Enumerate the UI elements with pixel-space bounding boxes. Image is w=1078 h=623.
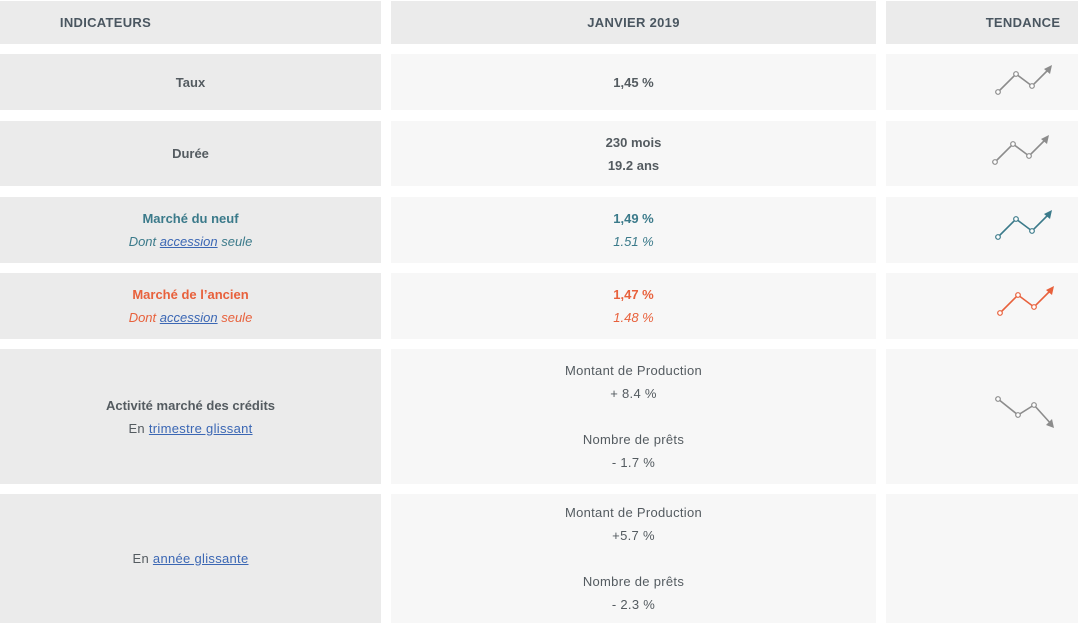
row-ancien-value-cell: 1,47 % 1.48 % [391,273,876,339]
trend-up-icon [995,65,1052,95]
header-period-label: JANVIER 2019 [587,15,680,30]
row-annee-label-cell: En année glissante [0,494,381,623]
row-neuf-value-cell: 1,49 % 1.51 % [391,197,876,263]
row-ancien-sub-value: 1.48 % [613,310,654,325]
row-taux-value-cell: 1,45 % [391,54,876,110]
row-ancien-label: Marché de l’ancien [132,287,249,302]
row-activite-prod-value: + 8.4 % [610,386,657,401]
row-activite-label: Activité marché des crédits [105,397,276,413]
row-neuf-label: Marché du neuf [142,211,239,226]
row-annee-sub-prefix: En [132,551,149,566]
row-duree-trend-cell [886,121,1078,186]
row-annee-prod-label: Montant de Production [564,505,703,520]
row-duree-label: Durée [172,146,209,161]
row-taux-value: 1,45 % [613,74,654,90]
row-taux-label: Taux [175,74,206,90]
annee-glissante-link[interactable]: année glissante [152,551,249,566]
row-duree-value-cell: 230 mois 19.2 ans [391,121,876,186]
header-trend-label: TENDANCE [985,15,1061,30]
row-annee-trend-cell [886,494,1078,623]
row-neuf-sub-prefix: Dont [128,234,157,249]
row-taux-label-cell: Taux [0,54,381,110]
row-taux-trend-cell [886,54,1078,110]
row-ancien-label-cell: Marché de l’ancien Dont accession seule [0,273,381,339]
row-duree-label-cell: Durée [0,121,381,186]
row-activite-prets-label: Nombre de prêts [582,432,685,447]
trend-up-icon [992,135,1049,165]
row-duree-value-months: 230 mois [605,134,662,150]
trend-down-icon [995,396,1054,428]
row-neuf-label-cell: Marché du neuf Dont accession seule [0,197,381,263]
row-ancien-sub-prefix: Dont [128,310,157,325]
row-activite-prod-label: Montant de Production [564,363,703,378]
row-neuf-trend-cell [886,197,1078,263]
row-activite-label-cell: Activité marché des crédits En trimestre… [0,349,381,484]
accession-link[interactable]: accession [159,234,218,249]
row-activite-trend-cell [886,349,1078,484]
header-indicators-label: INDICATEURS [59,15,152,30]
row-duree-value-years: 19.2 ans [607,157,660,173]
row-activite-sub-prefix: En [128,420,145,436]
row-activite-prets-value: - 1.7 % [611,455,656,470]
row-neuf-sub-value: 1.51 % [613,234,654,249]
row-neuf-value: 1,49 % [613,211,654,226]
trimestre-glissant-link[interactable]: trimestre glissant [148,420,253,436]
row-ancien-sub-suffix: seule [221,310,253,325]
row-annee-sublabel: En année glissante [132,547,248,570]
header-trend: TENDANCE [886,1,1078,44]
row-activite-sublabel: En trimestre glissant [128,417,252,440]
row-ancien-trend-cell [886,273,1078,339]
row-ancien-value: 1,47 % [613,287,654,302]
trend-up-icon [997,286,1054,316]
accession-link[interactable]: accession [159,310,218,325]
row-neuf-sublabel: Dont accession seule [129,230,253,253]
header-indicators: INDICATEURS [0,1,381,44]
row-annee-value-cell: Montant de Production +5.7 % Nombre de p… [391,494,876,623]
trend-up-icon [995,210,1052,240]
row-annee-prod-value: +5.7 % [612,528,655,543]
row-neuf-sub-suffix: seule [221,234,253,249]
header-period: JANVIER 2019 [391,1,876,44]
row-annee-prets-value: - 2.3 % [611,597,656,612]
row-ancien-sublabel: Dont accession seule [129,306,253,329]
row-annee-prets-label: Nombre de prêts [582,574,685,589]
row-activite-value-cell: Montant de Production + 8.4 % Nombre de … [391,349,876,484]
